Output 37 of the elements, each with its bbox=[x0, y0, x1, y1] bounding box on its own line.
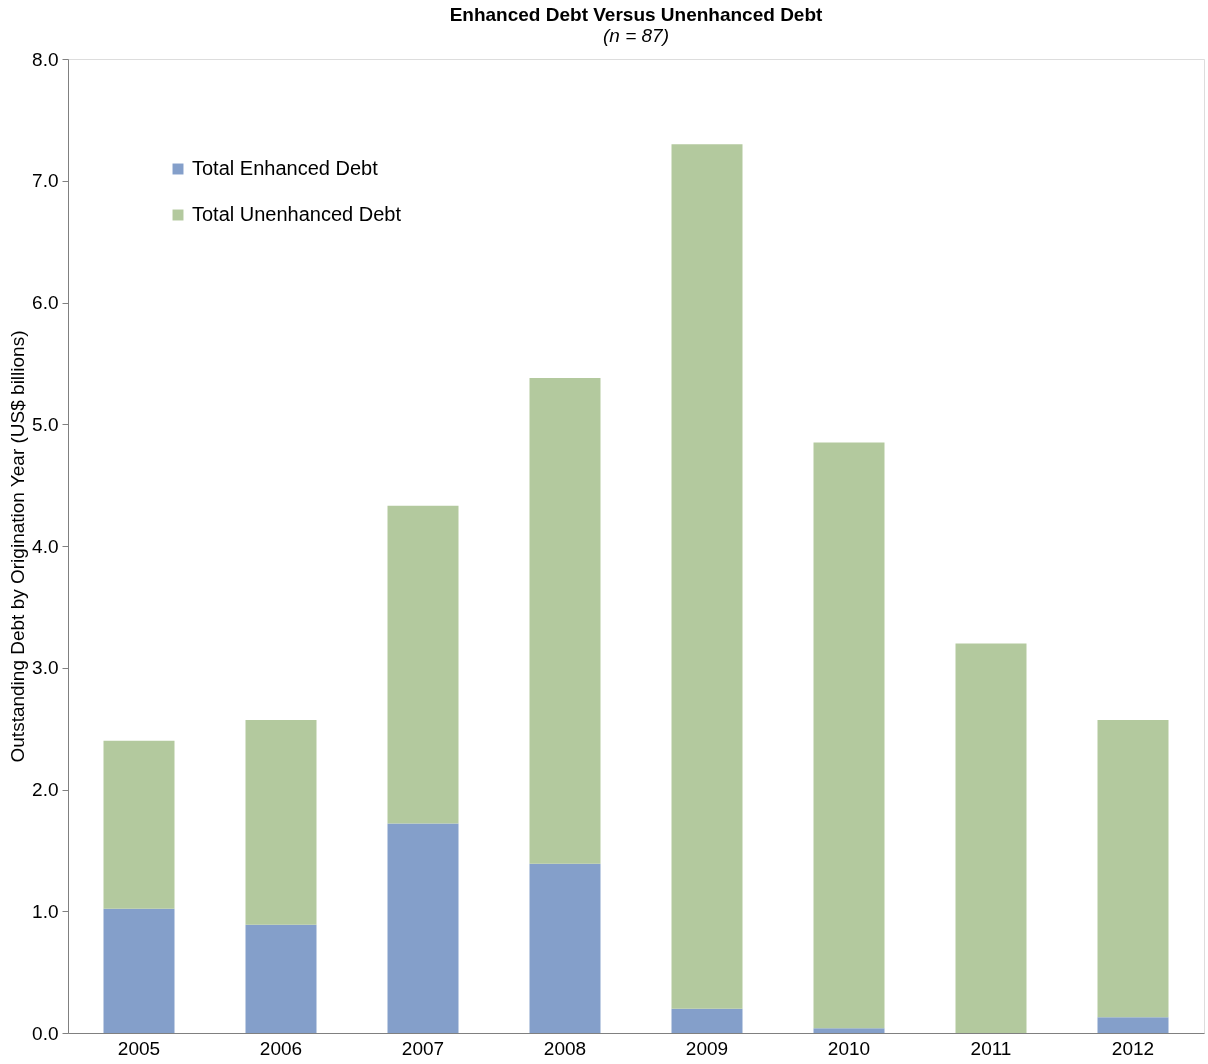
y-tick-label: 8.0 bbox=[32, 48, 59, 70]
y-tick-label: 7.0 bbox=[32, 170, 59, 192]
y-tick-label: 5.0 bbox=[32, 413, 59, 435]
bar bbox=[1097, 720, 1169, 1018]
x-tick-label: 2011 bbox=[970, 1037, 1012, 1059]
legend-label: Total Unenhanced Debt bbox=[192, 203, 402, 225]
y-tick-label: 0.0 bbox=[32, 1022, 59, 1044]
bar bbox=[245, 924, 317, 1033]
chart-title: Enhanced Debt Versus Unenhanced Debt bbox=[449, 4, 824, 25]
legend-label: Total Enhanced Debt bbox=[192, 157, 379, 179]
bar bbox=[103, 908, 175, 1033]
bar bbox=[103, 740, 175, 909]
x-tick-label: 2008 bbox=[543, 1037, 587, 1059]
y-tick-label: 3.0 bbox=[32, 657, 59, 679]
x-tick-label: 2009 bbox=[685, 1037, 729, 1059]
y-tick-label: 1.0 bbox=[32, 900, 59, 922]
y-tick-label: 6.0 bbox=[32, 292, 59, 313]
y-tick-label: 2.0 bbox=[32, 779, 59, 800]
bar bbox=[387, 505, 459, 824]
x-tick-label: 2006 bbox=[259, 1037, 303, 1059]
bar bbox=[245, 720, 317, 925]
x-tick-label: 2010 bbox=[827, 1037, 871, 1059]
bar bbox=[529, 863, 601, 1033]
y-tick-label: 4.0 bbox=[32, 535, 59, 557]
bar bbox=[955, 643, 1027, 1033]
bar bbox=[529, 377, 601, 864]
bar bbox=[813, 1028, 885, 1033]
bar bbox=[671, 144, 743, 1009]
x-tick-label: 2005 bbox=[117, 1037, 161, 1059]
bar bbox=[813, 442, 885, 1029]
x-tick-label: 2012 bbox=[1111, 1037, 1155, 1059]
y-axis-title: Outstanding Debt by Origination Year (US$ billions) bbox=[7, 330, 29, 763]
bar bbox=[1097, 1017, 1169, 1033]
bar bbox=[671, 1008, 743, 1033]
chart-subtitle: (n = 87) bbox=[602, 25, 670, 46]
bar bbox=[387, 823, 459, 1033]
x-tick-label: 2007 bbox=[401, 1037, 445, 1059]
